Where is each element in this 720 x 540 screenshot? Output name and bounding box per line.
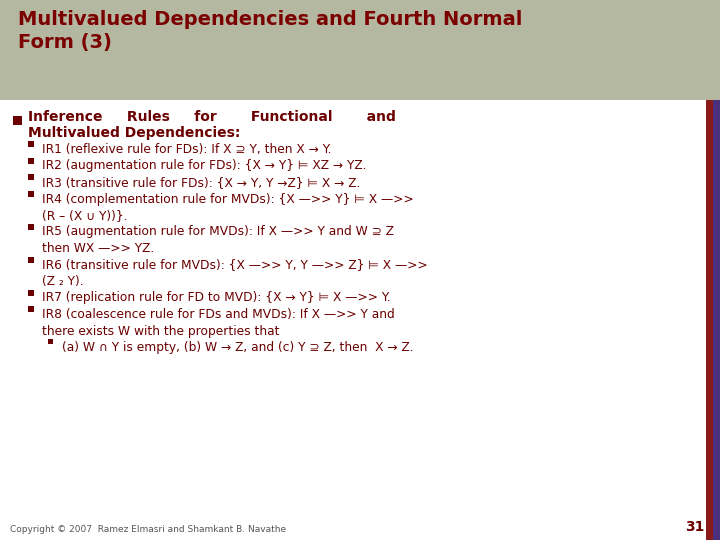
Text: IR8 (coalescence rule for FDs and MVDs): If X —>> Y and: IR8 (coalescence rule for FDs and MVDs):… <box>42 308 395 321</box>
Text: there exists W with the properties that: there exists W with the properties that <box>42 325 279 338</box>
Bar <box>28 158 34 164</box>
Text: IR7 (replication rule for FD to MVD): {X → Y} ⊨ X —>> Y.: IR7 (replication rule for FD to MVD): {X… <box>42 292 391 305</box>
Bar <box>28 306 34 312</box>
Text: 31: 31 <box>685 520 705 534</box>
Text: (Z ₂ Y).: (Z ₂ Y). <box>42 275 84 288</box>
Bar <box>706 100 713 540</box>
Text: Multivalued Dependencies:: Multivalued Dependencies: <box>28 126 240 140</box>
Text: IR6 (transitive rule for MVDs): {X —>> Y, Y —>> Z} ⊨ X —>>: IR6 (transitive rule for MVDs): {X —>> Y… <box>42 259 428 272</box>
Bar <box>0 100 706 540</box>
Text: Copyright © 2007  Ramez Elmasri and Shamkant B. Navathe: Copyright © 2007 Ramez Elmasri and Shamk… <box>10 525 286 534</box>
Text: then WX —>> YZ.: then WX —>> YZ. <box>42 242 154 255</box>
Text: Inference     Rules     for       Functional       and: Inference Rules for Functional and <box>28 110 396 124</box>
Text: (R – (X ∪ Y))}.: (R – (X ∪ Y))}. <box>42 209 127 222</box>
Bar <box>28 191 34 197</box>
Bar <box>28 141 34 147</box>
Text: IR1 (reflexive rule for FDs): If X ⊇ Y, then X → Y.: IR1 (reflexive rule for FDs): If X ⊇ Y, … <box>42 143 331 156</box>
Bar <box>28 174 34 180</box>
Bar <box>713 100 720 540</box>
Bar <box>28 256 34 262</box>
Bar <box>28 289 34 295</box>
Text: IR4 (complementation rule for MVDs): {X —>> Y} ⊨ X —>>: IR4 (complementation rule for MVDs): {X … <box>42 192 414 206</box>
Bar <box>48 339 53 344</box>
Text: (a) W ∩ Y is empty, (b) W → Z, and (c) Y ⊇ Z, then  X → Z.: (a) W ∩ Y is empty, (b) W → Z, and (c) Y… <box>62 341 413 354</box>
Text: IR5 (augmentation rule for MVDs): If X —>> Y and W ⊇ Z: IR5 (augmentation rule for MVDs): If X —… <box>42 226 394 239</box>
Text: IR2 (augmentation rule for FDs): {X → Y} ⊨ XZ → YZ.: IR2 (augmentation rule for FDs): {X → Y}… <box>42 159 366 172</box>
Text: Multivalued Dependencies and Fourth Normal: Multivalued Dependencies and Fourth Norm… <box>18 10 523 29</box>
Text: IR3 (transitive rule for FDs): {X → Y, Y →Z} ⊨ X → Z.: IR3 (transitive rule for FDs): {X → Y, Y… <box>42 176 361 189</box>
Bar <box>28 224 34 230</box>
Text: Form (3): Form (3) <box>18 33 112 52</box>
Bar <box>13 116 22 125</box>
Bar <box>0 0 720 100</box>
